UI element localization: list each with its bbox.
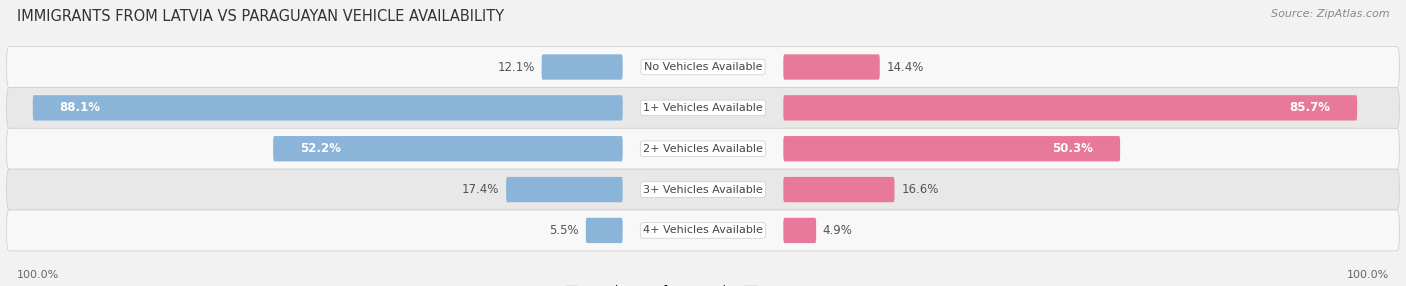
FancyBboxPatch shape xyxy=(7,169,1399,210)
Text: 1+ Vehicles Available: 1+ Vehicles Available xyxy=(643,103,763,113)
FancyBboxPatch shape xyxy=(7,88,1399,128)
Text: Source: ZipAtlas.com: Source: ZipAtlas.com xyxy=(1271,9,1389,19)
FancyBboxPatch shape xyxy=(541,54,623,80)
Text: 100.0%: 100.0% xyxy=(1347,270,1389,280)
FancyBboxPatch shape xyxy=(7,210,1399,251)
Text: 14.4%: 14.4% xyxy=(886,61,924,74)
FancyBboxPatch shape xyxy=(586,218,623,243)
Text: 85.7%: 85.7% xyxy=(1289,101,1330,114)
Text: 12.1%: 12.1% xyxy=(498,61,534,74)
Text: 88.1%: 88.1% xyxy=(59,101,101,114)
FancyBboxPatch shape xyxy=(783,136,1121,161)
FancyBboxPatch shape xyxy=(7,128,1399,169)
FancyBboxPatch shape xyxy=(783,177,894,202)
FancyBboxPatch shape xyxy=(506,177,623,202)
Text: 5.5%: 5.5% xyxy=(550,224,579,237)
Text: 4.9%: 4.9% xyxy=(823,224,852,237)
Text: IMMIGRANTS FROM LATVIA VS PARAGUAYAN VEHICLE AVAILABILITY: IMMIGRANTS FROM LATVIA VS PARAGUAYAN VEH… xyxy=(17,9,503,23)
FancyBboxPatch shape xyxy=(273,136,623,161)
Text: 4+ Vehicles Available: 4+ Vehicles Available xyxy=(643,225,763,235)
Text: No Vehicles Available: No Vehicles Available xyxy=(644,62,762,72)
Text: 17.4%: 17.4% xyxy=(463,183,499,196)
FancyBboxPatch shape xyxy=(783,54,880,80)
Text: 3+ Vehicles Available: 3+ Vehicles Available xyxy=(643,184,763,194)
Legend: Immigrants from Latvia, Paraguayan: Immigrants from Latvia, Paraguayan xyxy=(560,280,846,286)
FancyBboxPatch shape xyxy=(7,47,1399,88)
FancyBboxPatch shape xyxy=(783,218,815,243)
FancyBboxPatch shape xyxy=(783,95,1357,120)
Text: 100.0%: 100.0% xyxy=(17,270,59,280)
Text: 50.3%: 50.3% xyxy=(1053,142,1094,155)
Text: 16.6%: 16.6% xyxy=(901,183,939,196)
FancyBboxPatch shape xyxy=(32,95,623,120)
Text: 2+ Vehicles Available: 2+ Vehicles Available xyxy=(643,144,763,154)
Text: 52.2%: 52.2% xyxy=(299,142,340,155)
